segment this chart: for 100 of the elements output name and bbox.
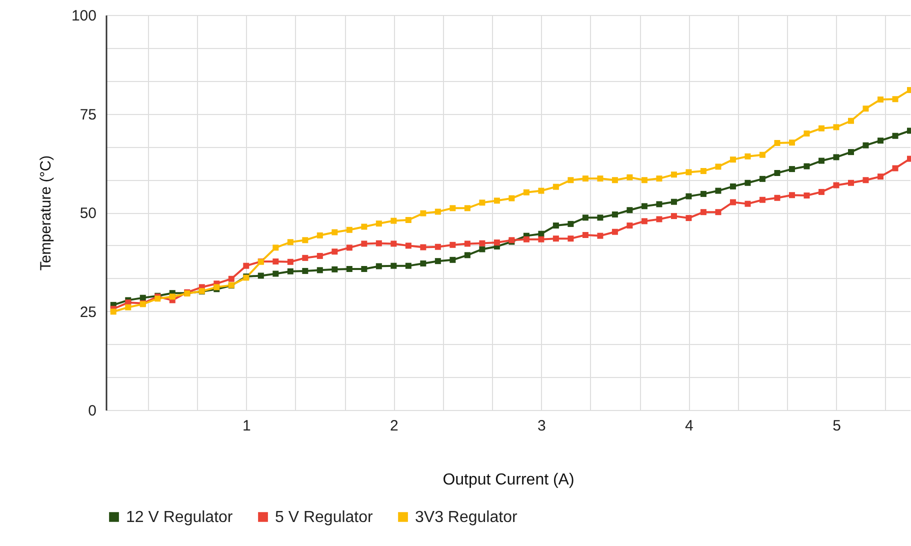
point: [420, 260, 426, 266]
point: [538, 236, 544, 242]
point: [523, 189, 530, 196]
point: [376, 263, 382, 270]
point: [568, 236, 574, 242]
point: [361, 240, 368, 247]
y-tick-label: 0: [88, 402, 96, 420]
point: [744, 180, 751, 186]
point: [877, 96, 884, 103]
point: [833, 154, 840, 160]
y-tick-label: 50: [80, 205, 96, 222]
point: [744, 153, 751, 160]
point: [405, 242, 412, 249]
point: [316, 252, 323, 259]
point: [568, 220, 574, 227]
point: [464, 205, 470, 212]
x-tick-label: 3: [538, 418, 546, 434]
point: [228, 276, 234, 282]
point: [818, 158, 824, 164]
point: [405, 262, 412, 269]
point: [892, 96, 898, 102]
point: [332, 266, 338, 272]
point: [892, 132, 898, 139]
point: [612, 228, 618, 235]
point: [494, 198, 500, 204]
point: [420, 210, 426, 216]
point: [759, 152, 766, 158]
point: [730, 199, 736, 206]
point: [833, 182, 840, 188]
point: [877, 138, 884, 144]
point: [434, 208, 441, 215]
point: [848, 149, 854, 156]
point: [552, 184, 559, 190]
point: [774, 194, 780, 201]
point: [450, 242, 456, 248]
point: [804, 192, 810, 199]
x-tick-label: 5: [832, 418, 841, 434]
point: [140, 294, 146, 301]
point: [862, 177, 869, 184]
x-tick-label: 4: [685, 418, 694, 434]
point: [656, 176, 662, 182]
point: [272, 258, 279, 264]
point: [376, 240, 382, 246]
point: [508, 195, 515, 202]
point: [670, 172, 677, 178]
point: [376, 220, 382, 227]
point: [287, 239, 294, 246]
point: [568, 177, 574, 184]
point: [730, 156, 736, 163]
point: [420, 244, 426, 250]
point: [774, 140, 780, 146]
point: [656, 201, 662, 208]
point: [287, 258, 294, 265]
point: [125, 304, 132, 310]
point: [169, 294, 176, 300]
legend-label: 5 V Regulator: [275, 509, 374, 526]
point: [361, 224, 368, 230]
point: [744, 200, 751, 207]
point: [670, 198, 677, 205]
point: [243, 262, 250, 269]
point: [715, 209, 722, 216]
point: [804, 130, 810, 136]
point: [272, 244, 279, 251]
point: [597, 214, 604, 221]
point: [833, 124, 840, 130]
point: [287, 268, 294, 274]
x-tick-label: 2: [390, 418, 398, 434]
point: [552, 236, 559, 242]
point: [759, 176, 766, 182]
point: [552, 222, 559, 229]
point: [848, 180, 854, 186]
point: [582, 232, 588, 238]
point: [332, 229, 338, 236]
point: [626, 207, 633, 214]
point: [641, 218, 648, 224]
point: [862, 142, 869, 148]
point: [302, 268, 308, 274]
point: [700, 209, 706, 216]
y-tick-label: 75: [80, 106, 96, 124]
point: [523, 236, 530, 242]
point: [877, 174, 884, 180]
point: [272, 270, 279, 277]
point: [612, 177, 618, 184]
point: [538, 188, 544, 194]
point: [479, 240, 486, 246]
point: [641, 177, 648, 184]
x-tick-label: 1: [242, 418, 251, 434]
point: [686, 169, 692, 176]
point: [582, 176, 588, 182]
point: [434, 258, 441, 264]
point: [656, 216, 662, 222]
point: [686, 215, 692, 222]
point: [302, 237, 308, 244]
point: [302, 254, 308, 261]
point: [390, 218, 397, 224]
point: [700, 190, 706, 197]
point: [818, 188, 824, 195]
legend-label: 3V3 Regulator: [415, 509, 518, 526]
point: [774, 170, 780, 176]
point: [450, 205, 456, 212]
